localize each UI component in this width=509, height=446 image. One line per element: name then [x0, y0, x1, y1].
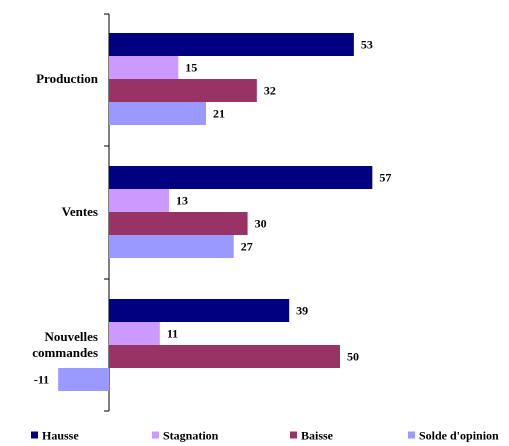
bar-stagnation-production — [109, 56, 179, 79]
bar-solde-d-opinion-production — [109, 102, 207, 125]
category-label-nouvelles-commandes-line-1: Nouvelles — [45, 329, 98, 344]
value-label-solde-d-opinion-production: 21 — [213, 107, 225, 121]
value-label-baisse-ventes: 30 — [255, 217, 267, 231]
value-label-hausse-ventes: 57 — [379, 171, 391, 185]
bar-hausse-ventes — [109, 166, 373, 189]
value-label-stagnation-ventes: 13 — [176, 194, 188, 208]
legend: Hausse Stagnation Baisse Solde d'opinion — [31, 429, 499, 443]
value-label-solde-d-opinion-nouvelles-commandes: -11 — [34, 373, 49, 387]
value-label-hausse-production: 53 — [361, 38, 373, 52]
value-label-baisse-nouvelles-commandes: 50 — [347, 350, 359, 364]
legend-swatch-hausse — [31, 431, 38, 439]
bar-stagnation-ventes — [109, 189, 170, 212]
legend-label-hausse: Hausse — [42, 429, 79, 443]
bar-solde-d-opinion-ventes — [109, 235, 234, 258]
bar-baisse-production — [109, 79, 257, 102]
category-label-production: Production — [36, 71, 99, 86]
value-label-hausse-nouvelles-commandes: 39 — [296, 304, 308, 318]
bar-hausse-production — [109, 33, 354, 56]
value-label-solde-d-opinion-ventes: 27 — [241, 240, 253, 254]
category-label-ventes: Ventes — [62, 204, 98, 219]
bar-stagnation-nouvelles-commandes — [109, 322, 160, 345]
legend-label-solde-d-opinion: Solde d'opinion — [419, 429, 499, 443]
value-label-stagnation-production: 15 — [185, 61, 197, 75]
bar-baisse-ventes — [109, 212, 248, 235]
legend-swatch-solde-d-opinion — [408, 431, 415, 439]
legend-label-stagnation: Stagnation — [163, 429, 219, 443]
value-label-stagnation-nouvelles-commandes: 11 — [167, 327, 178, 341]
value-label-baisse-production: 32 — [264, 84, 276, 98]
bar-hausse-nouvelles-commandes — [109, 299, 290, 322]
category-label-nouvelles-commandes-line-2: commandes — [32, 345, 98, 360]
bar-baisse-nouvelles-commandes — [109, 345, 340, 368]
legend-swatch-baisse — [290, 431, 297, 439]
legend-swatch-stagnation — [152, 431, 159, 439]
bar-solde-d-opinion-nouvelles-commandes — [58, 368, 109, 391]
legend-label-baisse: Baisse — [301, 429, 334, 443]
